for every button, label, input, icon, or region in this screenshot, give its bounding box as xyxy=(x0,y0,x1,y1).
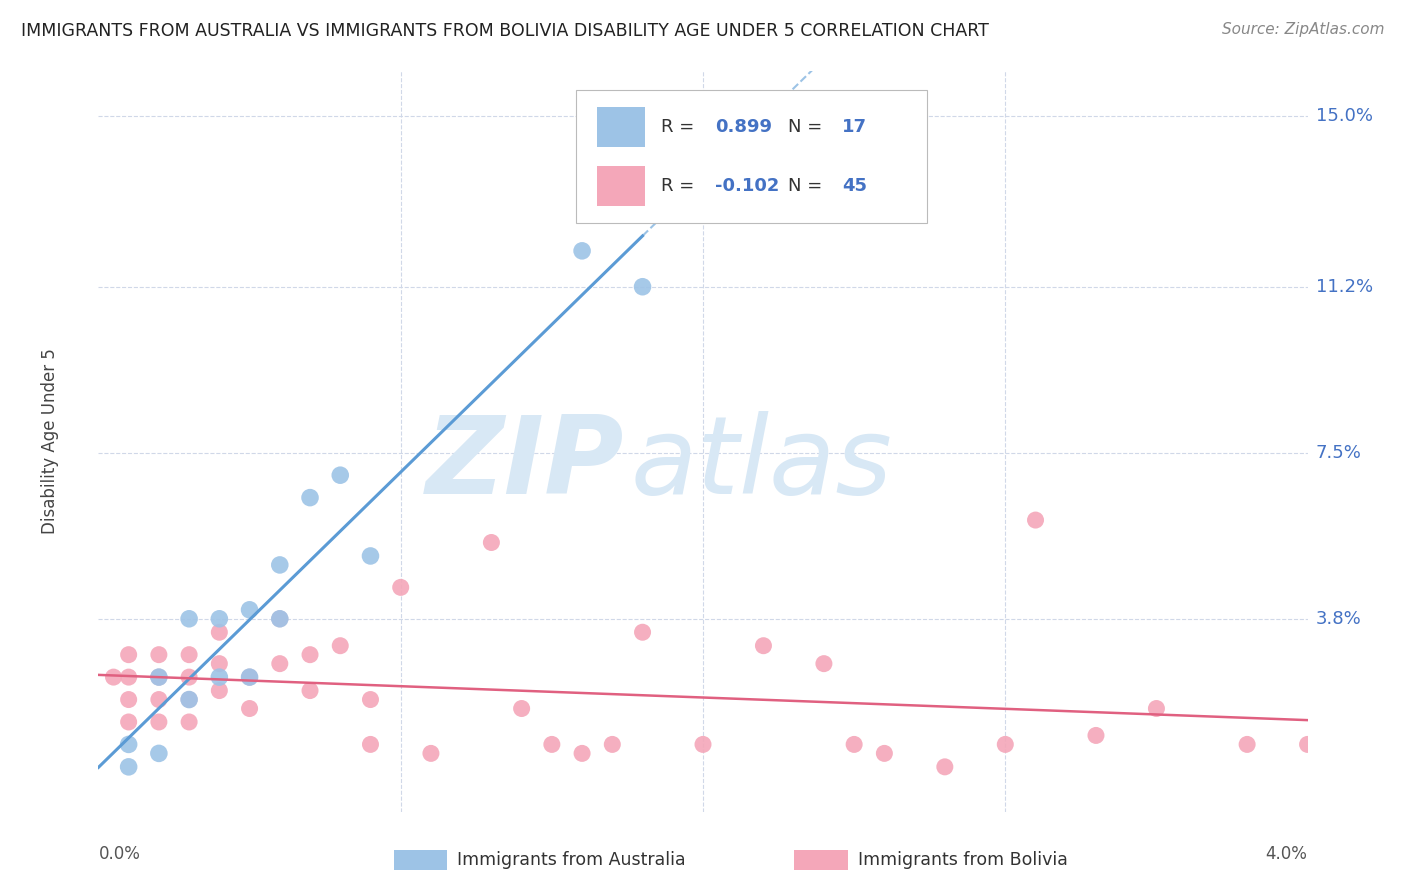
Point xyxy=(813,657,835,671)
Text: 17: 17 xyxy=(842,118,868,136)
Text: 7.5%: 7.5% xyxy=(1316,443,1362,462)
Point xyxy=(631,279,654,293)
Text: IMMIGRANTS FROM AUSTRALIA VS IMMIGRANTS FROM BOLIVIA DISABILITY AGE UNDER 5 CORR: IMMIGRANTS FROM AUSTRALIA VS IMMIGRANTS … xyxy=(21,22,988,40)
Point xyxy=(1146,701,1168,715)
Point xyxy=(389,580,412,594)
Text: 45: 45 xyxy=(842,178,868,195)
Point xyxy=(148,714,170,729)
Point xyxy=(179,612,201,626)
Text: R =: R = xyxy=(661,118,700,136)
Point xyxy=(208,683,231,698)
Point xyxy=(994,738,1017,752)
Point xyxy=(571,244,593,258)
Point xyxy=(118,738,141,752)
Point xyxy=(269,612,291,626)
Point xyxy=(179,670,201,684)
Text: 11.2%: 11.2% xyxy=(1316,277,1374,296)
Text: N =: N = xyxy=(787,178,828,195)
Point xyxy=(510,701,533,715)
Point xyxy=(148,692,170,706)
Text: Source: ZipAtlas.com: Source: ZipAtlas.com xyxy=(1222,22,1385,37)
Point xyxy=(420,747,443,761)
Bar xyxy=(596,166,645,206)
Point xyxy=(239,603,262,617)
Point xyxy=(118,714,141,729)
Text: 3.8%: 3.8% xyxy=(1316,610,1361,628)
Point xyxy=(239,701,262,715)
Point xyxy=(1296,738,1319,752)
Text: atlas: atlas xyxy=(630,411,893,516)
Point xyxy=(208,670,231,684)
Text: Immigrants from Bolivia: Immigrants from Bolivia xyxy=(858,851,1067,869)
Text: R =: R = xyxy=(661,178,700,195)
Point xyxy=(269,612,291,626)
Point xyxy=(208,612,231,626)
Text: 4.0%: 4.0% xyxy=(1265,845,1308,863)
Point xyxy=(148,670,170,684)
Text: 0.899: 0.899 xyxy=(716,118,772,136)
Point xyxy=(329,639,352,653)
Point xyxy=(208,625,231,640)
Point xyxy=(299,683,322,698)
Point xyxy=(179,692,201,706)
Point xyxy=(148,670,170,684)
Point xyxy=(1025,513,1047,527)
Point xyxy=(118,648,141,662)
FancyBboxPatch shape xyxy=(576,90,927,223)
Point xyxy=(1236,738,1258,752)
Point xyxy=(118,692,141,706)
Point xyxy=(873,747,896,761)
Point xyxy=(329,468,352,483)
Point xyxy=(148,648,170,662)
Point xyxy=(752,639,775,653)
Point xyxy=(269,558,291,572)
Point xyxy=(179,692,201,706)
Point xyxy=(103,670,125,684)
Text: N =: N = xyxy=(787,118,828,136)
Point xyxy=(208,657,231,671)
Point xyxy=(118,670,141,684)
Point xyxy=(299,491,322,505)
Point xyxy=(239,670,262,684)
Point xyxy=(481,535,503,549)
Point xyxy=(360,549,382,563)
Text: -0.102: -0.102 xyxy=(716,178,779,195)
Point xyxy=(934,760,956,774)
Point xyxy=(148,747,170,761)
Point xyxy=(179,714,201,729)
Point xyxy=(269,657,291,671)
Bar xyxy=(596,106,645,147)
Point xyxy=(571,747,593,761)
Text: Immigrants from Australia: Immigrants from Australia xyxy=(457,851,686,869)
Point xyxy=(631,625,654,640)
Text: 0.0%: 0.0% xyxy=(98,845,141,863)
Point xyxy=(1085,728,1108,742)
Point xyxy=(360,738,382,752)
Point xyxy=(118,760,141,774)
Point xyxy=(692,738,714,752)
Text: 15.0%: 15.0% xyxy=(1316,107,1372,125)
Point xyxy=(540,738,562,752)
Text: Disability Age Under 5: Disability Age Under 5 xyxy=(41,349,59,534)
Text: ZIP: ZIP xyxy=(426,410,624,516)
Point xyxy=(360,692,382,706)
Point xyxy=(602,738,624,752)
Point xyxy=(239,670,262,684)
Point xyxy=(844,738,866,752)
Point xyxy=(179,648,201,662)
Point xyxy=(299,648,322,662)
